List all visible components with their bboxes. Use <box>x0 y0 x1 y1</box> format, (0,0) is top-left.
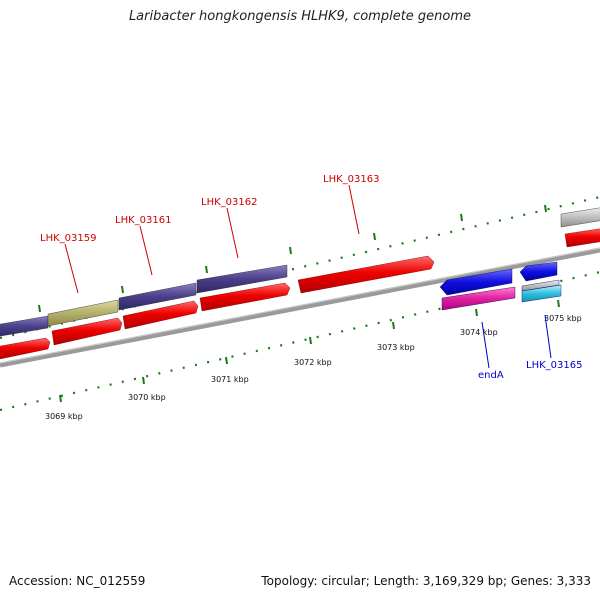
gene-label-lhk-03159: LHK_03159 <box>40 233 96 244</box>
feature-cyan <box>521 284 562 303</box>
leader-enda <box>481 321 490 369</box>
leader-lhk-03163 <box>348 184 360 235</box>
ruler-label: 3069 kbp <box>45 412 83 421</box>
upper-major-tick <box>289 246 292 255</box>
forward-gene-arrow <box>199 282 291 312</box>
backbone-highlight <box>0 247 600 364</box>
feature-pink <box>441 286 516 311</box>
forward-gene-arrow <box>297 255 435 294</box>
feature-olive <box>47 299 119 327</box>
lower-major-tick <box>309 336 312 345</box>
upper-ruler <box>0 195 600 340</box>
accession-text: Accession: NC_012559 <box>9 574 146 588</box>
ruler-label: 3072 kbp <box>294 358 332 367</box>
ruler-labels: 3069 kbp 3070 kbp 3071 kbp 3072 kbp 3073… <box>45 314 582 421</box>
lower-major-tick <box>59 394 62 403</box>
upper-major-tick <box>460 213 463 222</box>
leader-lhk-03161 <box>139 225 153 276</box>
feature-row-upper <box>0 207 600 337</box>
reverse-gene-arrow <box>519 261 558 282</box>
upper-major-tick <box>205 265 208 274</box>
upper-major-tick <box>121 285 124 294</box>
backbone <box>0 247 600 368</box>
upper-major-tick <box>544 204 547 213</box>
gene-label-lhk-03161: LHK_03161 <box>115 215 171 226</box>
gene-label-enda: endA <box>478 370 504 381</box>
forward-gene-arrow <box>564 228 600 248</box>
gene-labels: LHK_03159 LHK_03161 LHK_03162 LHK_03163 … <box>40 174 582 381</box>
upper-major-tick <box>38 304 41 313</box>
ruler-label: 3075 kbp <box>544 314 582 323</box>
genome-summary-text: Topology: circular; Length: 3,169,329 bp… <box>261 574 591 588</box>
forward-gene-arrow <box>51 317 123 346</box>
ruler-label: 3074 kbp <box>460 328 498 337</box>
lower-major-tick <box>475 308 478 317</box>
ruler-label: 3073 kbp <box>377 343 415 352</box>
gene-label-lhk-03162: LHK_03162 <box>201 197 257 208</box>
reverse-gene-arrow <box>439 268 513 296</box>
upper-ruler-ticks <box>0 195 600 340</box>
gene-label-lhk-03165: LHK_03165 <box>526 360 582 371</box>
feature-gray <box>560 207 600 228</box>
lower-major-tick <box>557 299 560 308</box>
feature-purple <box>196 264 288 294</box>
lower-major-tick <box>225 356 228 365</box>
ruler-label: 3071 kbp <box>211 375 249 384</box>
reverse-gene-row <box>439 261 562 311</box>
backbone-line <box>0 247 600 368</box>
forward-gene-arrow <box>0 337 51 360</box>
forward-gene-arrow <box>122 300 199 330</box>
lower-major-tick <box>142 376 145 385</box>
upper-major-tick <box>373 232 376 241</box>
forward-gene-row <box>0 228 600 360</box>
feature-purple <box>118 282 197 311</box>
feature-gray <box>521 279 560 292</box>
lower-major-tick <box>392 321 395 330</box>
ruler-label: 3070 kbp <box>128 393 166 402</box>
gene-label-lhk-03163: LHK_03163 <box>323 174 379 185</box>
leader-lhk-03162 <box>226 207 239 259</box>
feature-purple <box>0 315 49 337</box>
leader-lhk-03165 <box>544 314 552 359</box>
map-title: Laribacter hongkongensis HLHK9, complete… <box>128 9 472 24</box>
label-leaders <box>64 184 552 369</box>
leader-lhk-03159 <box>64 243 79 294</box>
